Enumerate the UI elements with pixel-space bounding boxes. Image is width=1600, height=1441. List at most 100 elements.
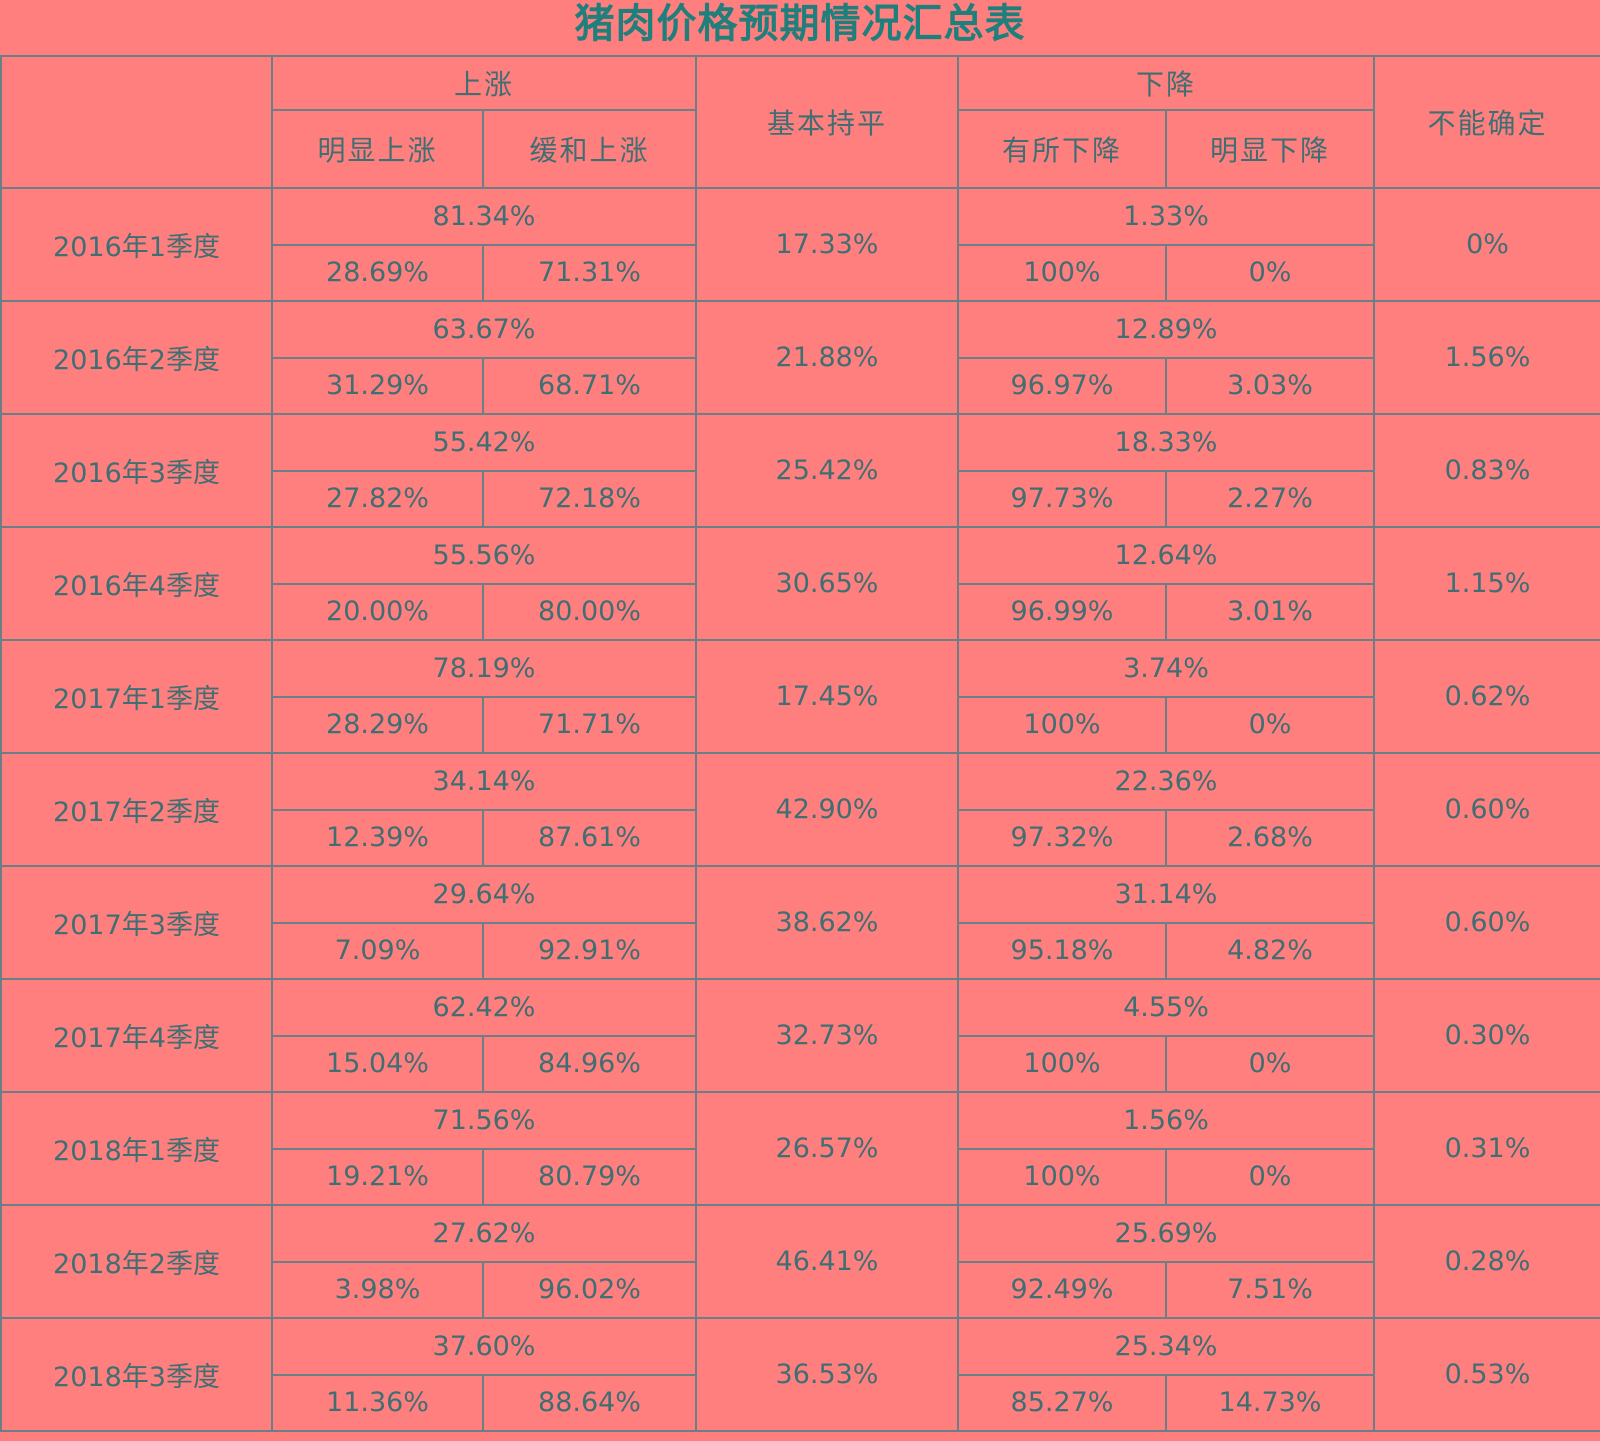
cell-fall-sharp: 3.03%: [1167, 358, 1375, 415]
cell-fall-total: 12.89%: [959, 302, 1375, 359]
cell-fall-total: 3.74%: [959, 641, 1375, 698]
cell-fall-some: 96.99%: [959, 584, 1167, 641]
summary-table: 上涨 基本持平 下降 不能确定 明显上涨 缓和上涨 有所下降 明显下降 2016…: [0, 55, 1600, 1441]
cell-fall-some: 100%: [959, 697, 1167, 754]
cell-rise-mild: 88.64%: [484, 1375, 697, 1432]
cell-fall-sharp: 7.51%: [1167, 1262, 1375, 1319]
cell-rise-mild: 87.61%: [484, 810, 697, 867]
cell-uncertain: 0.28%: [1375, 1206, 1600, 1319]
cell-rise-total: 71.56%: [273, 1093, 697, 1150]
row-period-label: 2016年4季度: [0, 528, 273, 641]
cell-flat: 25.42%: [697, 415, 959, 528]
cell-flat: 30.65%: [697, 528, 959, 641]
cell-uncertain: 0.83%: [1375, 415, 1600, 528]
cell-rise-mild: 71.31%: [484, 245, 697, 302]
cell-fall-total: 25.69%: [959, 1206, 1375, 1263]
cell-flat: 21.88%: [697, 302, 959, 415]
cell-rise-mild: 80.00%: [484, 584, 697, 641]
cell-fall-total: 1.33%: [959, 189, 1375, 246]
header-rise-mild: 缓和上涨: [484, 111, 697, 189]
cell-rise-mild: 92.91%: [484, 923, 697, 980]
row-period-label: 2016年2季度: [0, 302, 273, 415]
cell-fall-some: 100%: [959, 1149, 1167, 1206]
cell-rise-total: 34.14%: [273, 754, 697, 811]
cell-fall-some: 97.32%: [959, 810, 1167, 867]
cell-fall-total: 12.64%: [959, 528, 1375, 585]
row-period-label: 2017年2季度: [0, 754, 273, 867]
cell-flat: 32.73%: [697, 980, 959, 1093]
header-fall: 下降: [959, 55, 1375, 111]
cell-uncertain: 1.56%: [1375, 302, 1600, 415]
cell-rise-sharp: 11.36%: [273, 1375, 484, 1432]
cell-rise-sharp: 7.09%: [273, 923, 484, 980]
header-flat: 基本持平: [697, 55, 959, 189]
row-period-label: 2017年4季度: [0, 980, 273, 1093]
cell-flat: 36.53%: [697, 1319, 959, 1432]
cell-fall-some: 96.97%: [959, 358, 1167, 415]
cell-flat: 42.90%: [697, 754, 959, 867]
cell-rise-total: 62.42%: [273, 980, 697, 1037]
cell-rise-mild: 80.79%: [484, 1149, 697, 1206]
cell-flat: 17.33%: [697, 189, 959, 302]
cell-fall-sharp: 3.01%: [1167, 584, 1375, 641]
cell-rise-sharp: 20.00%: [273, 584, 484, 641]
corner-cell: [0, 55, 273, 189]
cell-flat: 46.41%: [697, 1206, 959, 1319]
cell-rise-sharp: 28.69%: [273, 245, 484, 302]
cell-uncertain: 0.53%: [1375, 1319, 1600, 1432]
cell-rise-total: 63.67%: [273, 302, 697, 359]
cell-fall-total: 22.36%: [959, 754, 1375, 811]
row-period-label: 2016年1季度: [0, 189, 273, 302]
cell-uncertain: 0.30%: [1375, 980, 1600, 1093]
cell-rise-total: 55.42%: [273, 415, 697, 472]
cell-rise-sharp: 19.21%: [273, 1149, 484, 1206]
cell-fall-some: 85.27%: [959, 1375, 1167, 1432]
cell-flat: 38.62%: [697, 867, 959, 980]
cell-rise-total: 81.34%: [273, 189, 697, 246]
cell-rise-mild: 96.02%: [484, 1262, 697, 1319]
cell-rise-mild: 84.96%: [484, 1036, 697, 1093]
cell-fall-some: 100%: [959, 245, 1167, 302]
header-rise: 上涨: [273, 55, 697, 111]
cell-rise-total: 37.60%: [273, 1319, 697, 1376]
cell-rise-total: 29.64%: [273, 867, 697, 924]
cell-rise-total: 55.56%: [273, 528, 697, 585]
cell-rise-total: 78.19%: [273, 641, 697, 698]
cell-fall-total: 1.56%: [959, 1093, 1375, 1150]
cell-fall-sharp: 0%: [1167, 1149, 1375, 1206]
cell-rise-total: 27.62%: [273, 1206, 697, 1263]
header-uncertain: 不能确定: [1375, 55, 1600, 189]
cell-fall-total: 31.14%: [959, 867, 1375, 924]
row-period-label: 2018年1季度: [0, 1093, 273, 1206]
header-rise-sharp: 明显上涨: [273, 111, 484, 189]
cell-fall-total: 4.55%: [959, 980, 1375, 1037]
cell-fall-sharp: 14.73%: [1167, 1375, 1375, 1432]
cell-rise-mild: 72.18%: [484, 471, 697, 528]
cell-rise-sharp: 31.29%: [273, 358, 484, 415]
table-title: 猪肉价格预期情况汇总表: [574, 1, 1026, 47]
cell-fall-sharp: 0%: [1167, 245, 1375, 302]
cell-uncertain: 0.62%: [1375, 641, 1600, 754]
cell-uncertain: 0%: [1375, 189, 1600, 302]
cell-fall-sharp: 2.27%: [1167, 471, 1375, 528]
cell-uncertain: 1.15%: [1375, 528, 1600, 641]
cell-uncertain: 0.31%: [1375, 1093, 1600, 1206]
row-period-label: 2016年3季度: [0, 415, 273, 528]
cell-fall-sharp: 4.82%: [1167, 923, 1375, 980]
cell-fall-sharp: 0%: [1167, 697, 1375, 754]
cell-uncertain: 0.60%: [1375, 867, 1600, 980]
cell-fall-total: 25.34%: [959, 1319, 1375, 1376]
cell-flat: 26.57%: [697, 1093, 959, 1206]
cell-rise-mild: 71.71%: [484, 697, 697, 754]
cell-fall-some: 100%: [959, 1036, 1167, 1093]
row-period-label: 2018年3季度: [0, 1319, 273, 1432]
cell-rise-sharp: 15.04%: [273, 1036, 484, 1093]
cell-rise-sharp: 28.29%: [273, 697, 484, 754]
cell-rise-mild: 68.71%: [484, 358, 697, 415]
cell-rise-sharp: 12.39%: [273, 810, 484, 867]
row-period-label: 2017年1季度: [0, 641, 273, 754]
header-fall-sharp: 明显下降: [1167, 111, 1375, 189]
cell-rise-sharp: 27.82%: [273, 471, 484, 528]
row-period-label: 2017年3季度: [0, 867, 273, 980]
cell-fall-some: 95.18%: [959, 923, 1167, 980]
